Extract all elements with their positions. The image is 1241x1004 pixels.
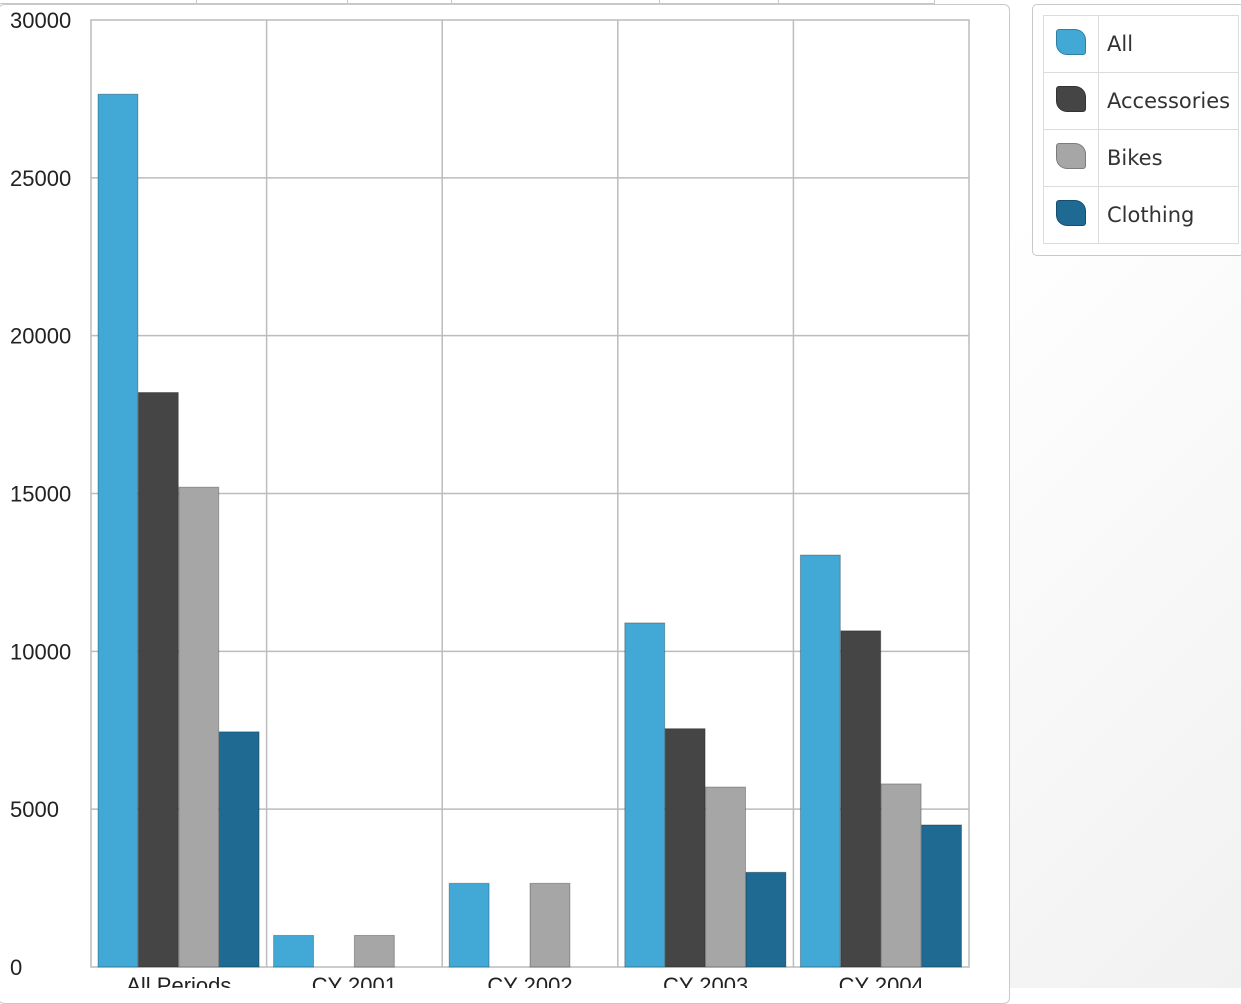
bar-all: [799, 554, 841, 968]
bar-accessories: [840, 630, 882, 968]
x-tick-label: CY 2001: [312, 973, 397, 988]
bar-bikes: [705, 786, 746, 968]
chart-legend: All Accessories Bikes Clothing: [1032, 4, 1241, 256]
bar-bikes: [178, 486, 220, 968]
legend-swatch-all: [1056, 28, 1086, 55]
y-tick-label: 0: [10, 955, 22, 980]
bar-clothing: [921, 824, 962, 968]
y-tick-label: 30000: [10, 8, 71, 33]
x-axis-ticks: All Periods CY 2001 CY 2002 CY 2003 CY 2004: [126, 973, 924, 988]
x-tick-label: CY 2004: [839, 973, 924, 988]
legend-swatch-bikes: [1056, 142, 1086, 169]
y-tick-label: 20000: [10, 324, 71, 349]
y-tick-label: 25000: [10, 166, 71, 191]
legend-label: Accessories: [1098, 72, 1239, 130]
legend-swatch-clothing: [1056, 199, 1086, 226]
bar-chart: 0 5000 10000 15000 20000 25000 30000 All Perio…: [10, 8, 970, 988]
legend-item-clothing: Clothing: [1043, 186, 1239, 244]
bar-accessories: [137, 391, 179, 968]
bar-all: [448, 882, 490, 968]
legend-table: All Accessories Bikes Clothing: [1043, 15, 1239, 244]
x-tick-label: All Periods: [126, 973, 231, 988]
bar-accessories: [664, 728, 706, 968]
legend-label: Bikes: [1098, 129, 1239, 187]
bar-all: [624, 622, 666, 968]
y-tick-label: 15000: [10, 482, 71, 507]
bar-bikes: [529, 882, 571, 968]
y-axis-ticks: 0 5000 10000 15000 20000 25000 30000: [10, 8, 71, 980]
legend-item-accessories: Accessories: [1043, 72, 1239, 130]
x-tick-label: CY 2002: [487, 973, 572, 988]
y-tick-label: 10000: [10, 639, 71, 664]
y-tick-label: 5000: [10, 797, 59, 822]
legend-label: Clothing: [1098, 186, 1239, 244]
bars: [97, 93, 962, 968]
x-tick-label: CY 2003: [663, 973, 748, 988]
bar-bikes: [353, 934, 395, 968]
bar-all: [97, 93, 139, 968]
bar-clothing: [218, 731, 260, 968]
column-header-strip: [0, 0, 935, 4]
bar-bikes: [880, 783, 922, 968]
legend-swatch-accessories: [1056, 85, 1086, 112]
legend-item-bikes: Bikes: [1043, 129, 1239, 187]
bar-all: [273, 934, 315, 968]
legend-item-all: All: [1043, 15, 1239, 73]
bar-clothing: [745, 871, 787, 968]
legend-label: All: [1098, 15, 1239, 73]
